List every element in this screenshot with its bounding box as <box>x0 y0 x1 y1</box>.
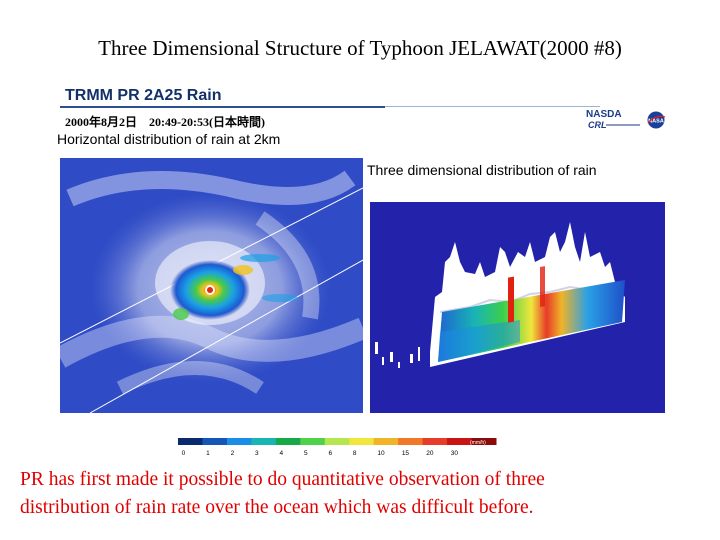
colorbar-segment <box>398 438 424 445</box>
colorbar-segment <box>275 438 301 445</box>
nasda-logo-text: NASDA <box>586 109 622 120</box>
colorbar-segment <box>373 438 399 445</box>
colorbar-tick-label: 3 <box>255 450 259 457</box>
colorbar-tick-label: 8 <box>353 450 357 457</box>
colorbar-tick-label: 30 <box>451 450 459 457</box>
colorbar-segment <box>447 438 473 445</box>
colorbar-segment <box>324 438 350 445</box>
colorbar-tick-label: 4 <box>280 450 284 457</box>
colorbar-segment <box>202 438 228 445</box>
colorbar-tick-label: 15 <box>402 450 410 457</box>
colorbar-tick-label: 5 <box>304 450 308 457</box>
rain-rate-colorbar: 0 1 2 3 4 5 6 8 10 15 20 30 (mm/h) <box>178 438 497 457</box>
colorbar-unit: (mm/h) <box>470 440 486 446</box>
colorbar-segment <box>471 438 497 445</box>
colorbar-tick-label: 2 <box>231 450 235 457</box>
colorbar-segment <box>251 438 277 445</box>
footer-line-2: distribution of rain rate over the ocean… <box>20 497 534 518</box>
crl-logo-text: CRL <box>588 120 607 130</box>
colorbar-tick-label: 10 <box>377 450 385 457</box>
colorbar-tick-label: 6 <box>328 450 332 457</box>
footer-line-1: PR has first made it possible to do quan… <box>20 469 545 490</box>
colorbar-tick-label: 0 <box>182 450 186 457</box>
slide-title: Three Dimensional Structure of Typhoon J… <box>98 36 622 60</box>
footer-statement: PR has first made it possible to do quan… <box>20 466 710 522</box>
colorbar-segment <box>300 438 326 445</box>
observation-datetime: 2000年8月2日 20:49-20:53(日本時間) <box>65 115 265 129</box>
horizontal-caption: Horizontal distribution of rain at 2km <box>57 131 281 147</box>
three-dimensional-rain-view <box>370 202 665 413</box>
colorbar-tick-label: 20 <box>426 450 434 457</box>
three-dimensional-caption: Three dimensional distribution of rain <box>367 162 597 178</box>
header-rule <box>60 106 385 108</box>
nasda-logo: NASDA CRL NASA <box>586 109 666 130</box>
colorbar-segment <box>422 438 448 445</box>
header-rule-thin <box>385 106 600 107</box>
nasa-badge-text: NASA <box>648 119 664 125</box>
colorbar-segment <box>178 438 203 445</box>
colorbar-segment <box>349 438 375 445</box>
product-title: TRMM PR 2A25 Rain <box>65 87 222 104</box>
colorbar-tick-label: 1 <box>206 450 210 457</box>
horizontal-rain-map <box>60 158 363 413</box>
colorbar-segment <box>226 438 252 445</box>
